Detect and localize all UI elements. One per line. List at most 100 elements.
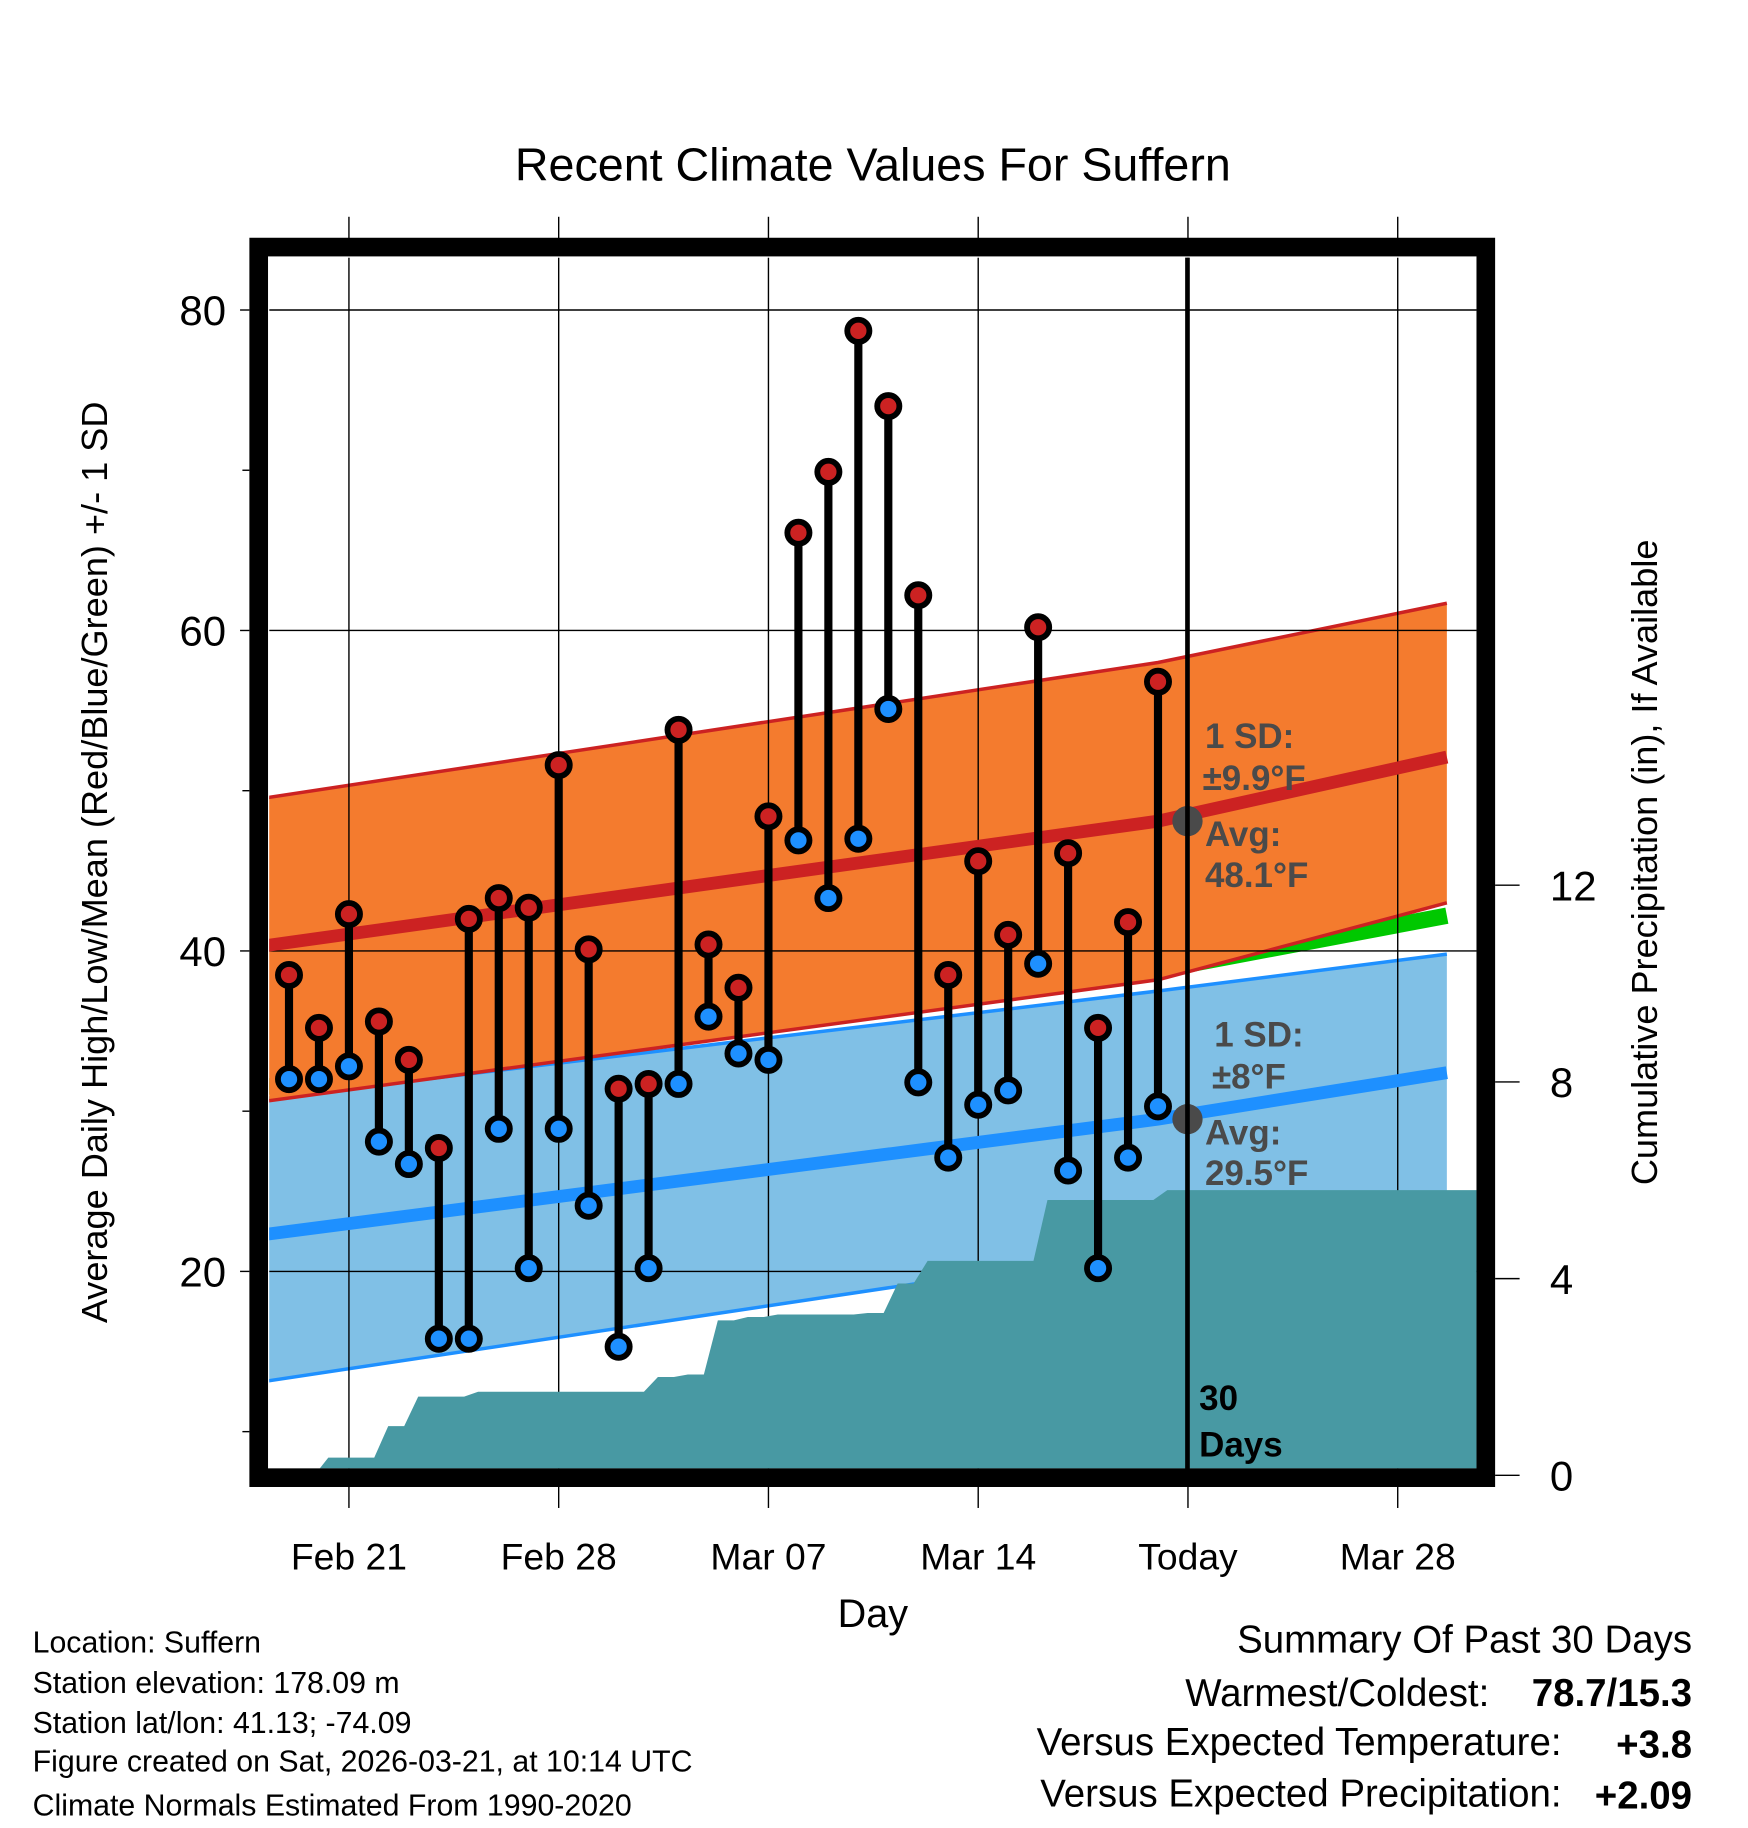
daily-high-point bbox=[1144, 667, 1172, 696]
high-avg-value: 48.1°F bbox=[1205, 856, 1308, 895]
warm-cold-label: Warmest/Coldest: bbox=[1185, 1672, 1489, 1715]
daily-high-point bbox=[424, 1134, 453, 1163]
daily-high-point bbox=[934, 960, 963, 989]
daily-low-point bbox=[874, 695, 903, 723]
daily-high-point bbox=[664, 715, 693, 744]
precip-anomaly-label: Versus Expected Precipitation: bbox=[1040, 1772, 1561, 1815]
daily-low-point bbox=[1114, 1143, 1143, 1172]
daily-low-point bbox=[784, 826, 813, 855]
daily-low-point bbox=[1084, 1254, 1113, 1283]
precip-anomaly-value: +2.09 bbox=[1595, 1775, 1692, 1818]
daily-low-point bbox=[694, 1002, 723, 1031]
x-axis-label: Day bbox=[838, 1592, 909, 1636]
daily-low-point bbox=[754, 1045, 783, 1074]
daily-high-point bbox=[694, 930, 723, 959]
daily-high-point bbox=[904, 581, 933, 610]
y2-tick-label: 12 bbox=[1550, 862, 1597, 909]
daily-low-point bbox=[964, 1090, 993, 1119]
daily-low-point bbox=[1144, 1092, 1172, 1121]
footer-latlon: Station lat/lon: 41.13; -74.09 bbox=[33, 1707, 412, 1740]
y2-axis-label: Cumulative Precipitation (in), If Availa… bbox=[1624, 540, 1665, 1186]
y-tick-label: 20 bbox=[179, 1249, 226, 1296]
daily-high-point bbox=[874, 392, 903, 421]
daily-high-point bbox=[364, 1007, 393, 1036]
daily-high-point bbox=[334, 900, 363, 929]
daily-low-point bbox=[334, 1052, 363, 1081]
footer-created: Figure created on Sat, 2026-03-21, at 10… bbox=[33, 1745, 693, 1778]
y2-tick-label: 0 bbox=[1550, 1452, 1573, 1499]
summary-panel: Summary Of Past 30 Days Warmest/Coldest:… bbox=[1037, 1618, 1692, 1817]
daily-low-point bbox=[814, 884, 843, 913]
daily-low-point bbox=[604, 1332, 633, 1361]
daily-low-point bbox=[844, 824, 873, 853]
daily-low-point bbox=[994, 1076, 1023, 1105]
low-sd-band bbox=[269, 954, 1447, 1381]
daily-high-point bbox=[784, 518, 813, 547]
footer-info: Location: Suffern Station elevation: 178… bbox=[33, 1626, 693, 1822]
daily-high-point bbox=[1084, 1013, 1113, 1042]
y-tick-label: 80 bbox=[179, 287, 226, 334]
daily-high-point bbox=[1024, 613, 1053, 642]
warm-cold-value: 78.7/15.3 bbox=[1532, 1672, 1692, 1715]
chart-title: Recent Climate Values For Suffern bbox=[515, 139, 1231, 191]
daily-high-point bbox=[634, 1069, 663, 1098]
y2-tick-label: 4 bbox=[1550, 1256, 1573, 1303]
x-tick-label: Feb 21 bbox=[291, 1536, 407, 1578]
low-avg-value: 29.5°F bbox=[1205, 1154, 1308, 1193]
daily-low-point bbox=[724, 1039, 753, 1068]
daily-low-point bbox=[275, 1065, 303, 1094]
temp-anomaly-label: Versus Expected Temperature: bbox=[1037, 1721, 1562, 1764]
low-sd-label: 1 SD: bbox=[1214, 1015, 1303, 1054]
window-count: 30 bbox=[1199, 1379, 1238, 1418]
daily-low-point bbox=[934, 1143, 963, 1172]
daily-high-point bbox=[514, 893, 543, 922]
daily-high-point bbox=[484, 884, 513, 913]
high-avg-label: Avg: bbox=[1205, 815, 1281, 854]
daily-low-point bbox=[484, 1114, 513, 1143]
daily-high-point bbox=[394, 1045, 423, 1074]
daily-high-point bbox=[814, 457, 843, 486]
daily-high-point bbox=[544, 751, 573, 780]
daily-high-point bbox=[275, 960, 303, 989]
plot-frame bbox=[249, 237, 1496, 1487]
x-tick-label: Mar 07 bbox=[710, 1536, 826, 1578]
daily-low-point bbox=[424, 1324, 453, 1353]
y2-tick-label: 8 bbox=[1550, 1059, 1573, 1106]
high-sd-value: ±9.9°F bbox=[1203, 759, 1306, 798]
high-band-upper-edge bbox=[269, 601, 1448, 800]
daily-high-point bbox=[964, 847, 993, 876]
x-tick-label: Feb 28 bbox=[501, 1536, 617, 1578]
daily-high-point bbox=[844, 316, 873, 345]
daily-high-point bbox=[304, 1013, 333, 1042]
daily-low-point bbox=[1024, 949, 1053, 978]
temp-anomaly-value: +3.8 bbox=[1616, 1723, 1692, 1766]
y-tick-label: 40 bbox=[179, 928, 226, 975]
y-axis-label: Average Daily High/Low/Mean (Red/Blue/Gr… bbox=[74, 402, 115, 1324]
footer-elevation: Station elevation: 178.09 m bbox=[33, 1667, 400, 1700]
daily-high-point bbox=[754, 802, 783, 831]
x-tick-label: Today bbox=[1138, 1536, 1238, 1578]
daily-high-point bbox=[604, 1074, 633, 1103]
daily-high-point bbox=[454, 904, 483, 933]
low-avg-label: Avg: bbox=[1205, 1113, 1281, 1152]
high-sd-label: 1 SD: bbox=[1205, 717, 1294, 756]
daily-low-point bbox=[664, 1069, 693, 1098]
daily-high-point bbox=[1114, 908, 1143, 937]
daily-high-point bbox=[724, 973, 753, 1002]
daily-low-point bbox=[544, 1114, 573, 1143]
daily-low-point bbox=[634, 1254, 663, 1283]
summary-title: Summary Of Past 30 Days bbox=[1237, 1618, 1692, 1661]
window-unit: Days bbox=[1199, 1426, 1283, 1465]
x-tick-label: Mar 14 bbox=[920, 1536, 1036, 1578]
daily-low-point bbox=[304, 1065, 333, 1094]
daily-high-point bbox=[994, 920, 1023, 949]
daily-high-point bbox=[1054, 839, 1083, 868]
y-tick-label: 60 bbox=[179, 608, 226, 655]
x-tick-label: Mar 28 bbox=[1340, 1536, 1456, 1578]
daily-low-point bbox=[394, 1150, 423, 1179]
daily-low-point bbox=[1054, 1156, 1083, 1185]
daily-low-point bbox=[574, 1191, 603, 1220]
daily-low-point bbox=[904, 1068, 933, 1097]
daily-low-point bbox=[514, 1254, 543, 1283]
